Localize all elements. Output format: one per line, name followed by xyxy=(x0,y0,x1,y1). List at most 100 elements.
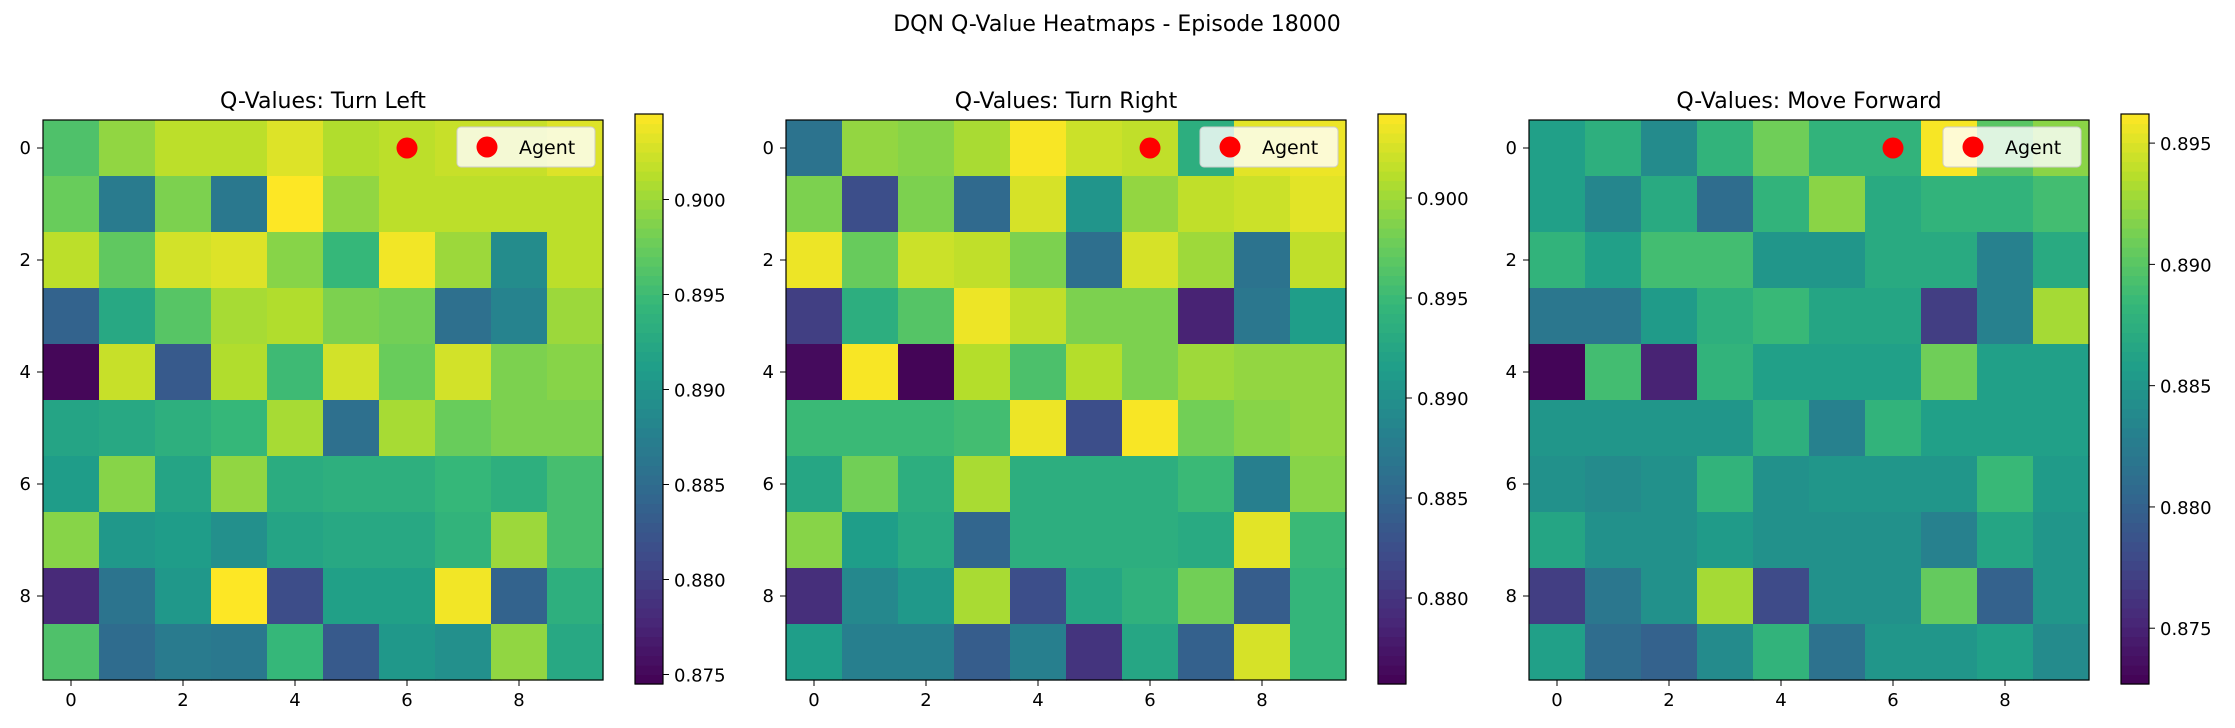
heatmap-cell xyxy=(379,456,436,513)
heatmap-cell xyxy=(323,568,380,625)
colorbar-segment xyxy=(2121,171,2149,182)
colorbar-tick-label: 0.890 xyxy=(674,381,726,402)
colorbar-tick-label: 0.875 xyxy=(674,666,726,687)
x-tick-label: 0 xyxy=(65,690,76,711)
heatmap-cell xyxy=(1641,624,1698,681)
heatmap-cell xyxy=(1178,288,1235,345)
colorbar-segment xyxy=(635,266,663,277)
colorbar-segment xyxy=(1378,589,1406,600)
legend-agent-marker xyxy=(1962,136,1984,158)
heatmap-cell xyxy=(1697,624,1754,681)
heatmap-cell xyxy=(435,288,492,345)
heatmap-cell xyxy=(1865,400,1922,457)
colorbar-segment xyxy=(635,570,663,581)
heatmap-cell xyxy=(155,512,212,569)
x-tick-label: 8 xyxy=(1999,690,2010,711)
heatmap-cell xyxy=(211,624,268,681)
heatmap-cell xyxy=(267,344,324,401)
colorbar-segment xyxy=(635,237,663,248)
colorbar-segment xyxy=(2121,399,2149,410)
colorbar-segment xyxy=(1378,114,1406,125)
colorbar-segment xyxy=(1378,285,1406,296)
colorbar-segment xyxy=(635,228,663,239)
heatmap-cell xyxy=(954,120,1011,177)
heatmap-cell xyxy=(1865,288,1922,345)
colorbar-segment xyxy=(1378,513,1406,524)
x-tick-label: 4 xyxy=(289,690,300,711)
heatmap-cell xyxy=(1122,456,1179,513)
heatmap-cell xyxy=(155,120,212,177)
heatmap-cell xyxy=(1809,288,1866,345)
colorbar-segment xyxy=(1378,304,1406,315)
heatmap-cell xyxy=(1921,400,1978,457)
heatmap-cell xyxy=(1529,512,1586,569)
colorbar-segment xyxy=(1378,209,1406,220)
colorbar-segment xyxy=(2121,370,2149,381)
heatmap-cell xyxy=(435,176,492,233)
heatmap-cell xyxy=(1641,288,1698,345)
colorbar-segment xyxy=(2121,408,2149,419)
colorbar-segment xyxy=(1378,361,1406,372)
heatmap-cell xyxy=(1178,568,1235,625)
heatmap-cell xyxy=(1290,176,1347,233)
heatmap-cell xyxy=(1290,456,1347,513)
colorbar-segment xyxy=(635,427,663,438)
colorbar-segment xyxy=(1378,475,1406,486)
colorbar-tick-label: 0.900 xyxy=(1417,189,1469,210)
heatmap-cell xyxy=(155,288,212,345)
y-tick-label: 2 xyxy=(20,250,31,271)
colorbar-segment xyxy=(1378,418,1406,429)
heatmap-cell xyxy=(1641,120,1698,177)
colorbar-segment xyxy=(1378,351,1406,362)
colorbar-segment xyxy=(2121,218,2149,229)
heatmap-cell xyxy=(1234,400,1291,457)
colorbar-segment xyxy=(2121,228,2149,239)
legend-label: Agent xyxy=(1262,137,1318,159)
colorbar-segment xyxy=(2121,266,2149,277)
heatmap-cell xyxy=(99,176,156,233)
heatmap-cell xyxy=(786,288,843,345)
colorbar-segment xyxy=(635,513,663,524)
colorbar-segment xyxy=(2121,361,2149,372)
heatmap-cell xyxy=(954,400,1011,457)
y-tick-label: 6 xyxy=(1506,474,1517,495)
heatmap-cell xyxy=(1977,288,2034,345)
heatmap-cell xyxy=(786,456,843,513)
heatmap-cell xyxy=(1641,512,1698,569)
heatmap-cell xyxy=(211,288,268,345)
colorbar-segment xyxy=(635,152,663,163)
heatmap-cell xyxy=(379,568,436,625)
heatmap-cell xyxy=(2033,624,2090,681)
heatmap-cell xyxy=(323,456,380,513)
heatmap-cell xyxy=(1641,568,1698,625)
heatmap-cell xyxy=(1753,512,1810,569)
colorbar-segment xyxy=(635,418,663,429)
heatmap-cell xyxy=(1865,568,1922,625)
heatmap-cell xyxy=(1753,288,1810,345)
heatmap-cell xyxy=(1010,344,1067,401)
colorbar-tick-label: 0.880 xyxy=(674,571,726,592)
heatmap-cell xyxy=(898,512,955,569)
colorbar-segment xyxy=(1378,228,1406,239)
heatmap-cell xyxy=(1809,400,1866,457)
colorbar-segment xyxy=(1378,380,1406,391)
colorbar-segment xyxy=(635,171,663,182)
colorbar-segment xyxy=(635,142,663,153)
colorbar-segment xyxy=(2121,237,2149,248)
colorbar-segment xyxy=(635,370,663,381)
colorbar-tick-label: 0.895 xyxy=(2160,134,2212,155)
x-tick-label: 8 xyxy=(513,690,524,711)
x-tick-label: 0 xyxy=(808,690,819,711)
heatmap-cell xyxy=(1753,120,1810,177)
colorbar-segment xyxy=(635,342,663,353)
heatmap-cell xyxy=(379,176,436,233)
colorbar-segment xyxy=(1378,560,1406,571)
colorbar-segment xyxy=(1378,237,1406,248)
heatmap-cell xyxy=(1809,120,1866,177)
colorbar-segment xyxy=(2121,570,2149,581)
heatmap-cell xyxy=(323,512,380,569)
colorbar-frame xyxy=(1377,113,1407,685)
heatmap-cell xyxy=(1010,232,1067,289)
